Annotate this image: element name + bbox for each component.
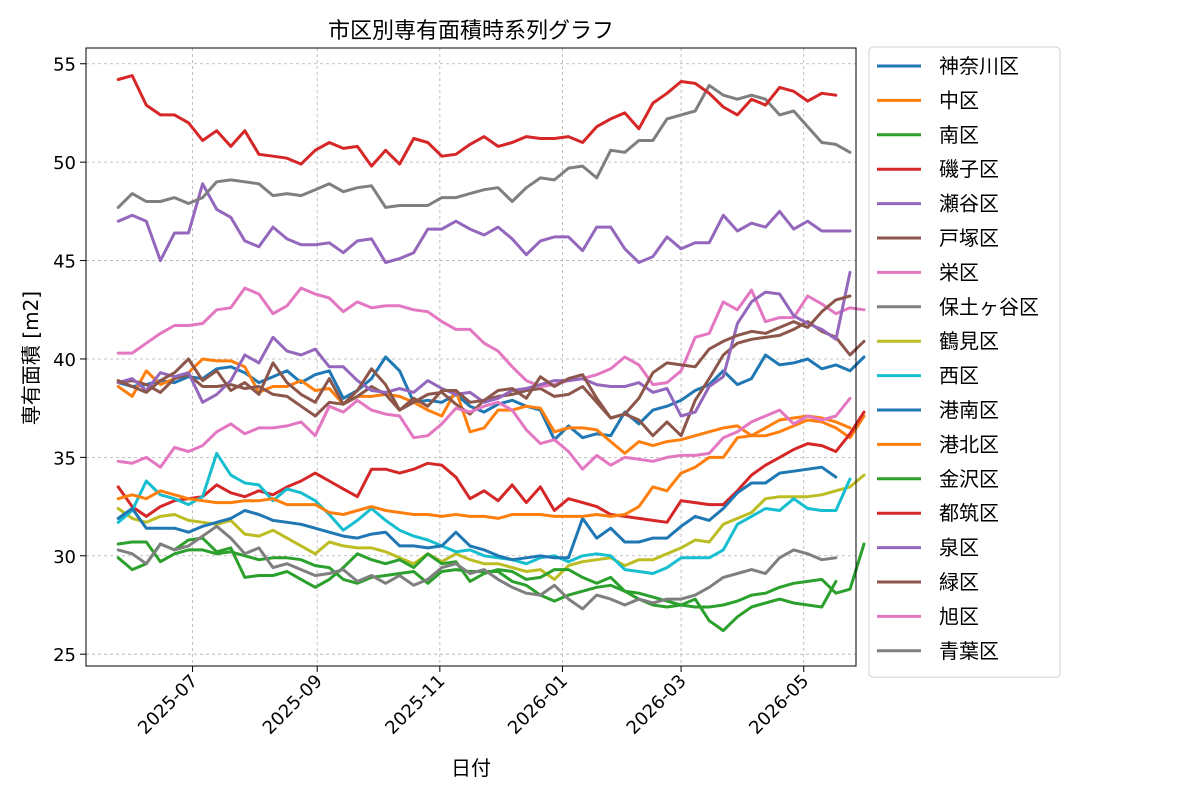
series-line <box>116 83 852 209</box>
legend-label: 旭区 <box>939 604 979 628</box>
x-tick-label: 2026-03 <box>623 671 691 739</box>
y-tick-label: 45 <box>53 252 76 273</box>
legend: 神奈川区中区南区磯子区瀬谷区戸塚区栄区保土ヶ谷区鶴見区西区港南区港北区金沢区都筑… <box>868 46 1061 678</box>
y-axis-label: 専有面積 [m2] <box>19 291 43 425</box>
x-tick-label: 2026-05 <box>745 671 813 739</box>
series-line <box>116 473 866 581</box>
legend-label: 南区 <box>939 123 979 147</box>
series-lines <box>116 74 866 633</box>
legend-label: 港北区 <box>939 432 999 456</box>
legend-label: 都筑区 <box>939 501 999 525</box>
series-line <box>116 353 866 442</box>
series-line <box>116 286 866 388</box>
legend-label: 保土ヶ谷区 <box>939 295 1039 319</box>
legend-label: 港南区 <box>939 398 999 422</box>
series-line <box>116 465 838 562</box>
legend-label: 戸塚区 <box>939 226 999 250</box>
series-line <box>116 524 838 611</box>
y-tick-label: 25 <box>53 645 76 666</box>
series-line <box>116 294 852 420</box>
y-tick-label: 50 <box>53 153 76 174</box>
legend-label: 栄区 <box>939 260 979 284</box>
series-line <box>116 357 866 455</box>
y-tick-label: 40 <box>53 350 76 371</box>
y-tick-label: 55 <box>53 55 76 76</box>
series-line <box>116 536 838 633</box>
x-tick-label: 2025-09 <box>259 671 327 739</box>
series-line <box>116 414 852 520</box>
legend-label: 神奈川区 <box>939 54 1019 78</box>
legend-label: 瀬谷区 <box>939 192 999 216</box>
x-tick-label: 2025-11 <box>381 671 449 739</box>
legend-label: 中区 <box>939 88 979 112</box>
grid <box>86 48 856 666</box>
legend-label: 青葉区 <box>939 639 999 663</box>
plot-frame <box>85 47 857 667</box>
x-tick-label: 2026-01 <box>504 671 572 739</box>
series-line <box>116 396 852 471</box>
series-line <box>116 410 866 524</box>
y-tick-label: 35 <box>53 448 76 469</box>
series-line <box>116 182 852 264</box>
chart-title: 市区別専有面積時系列グラフ <box>328 19 614 44</box>
legend-label: 鶴見区 <box>939 329 999 353</box>
series-line <box>116 74 838 168</box>
series-line <box>116 270 852 418</box>
legend-label: 西区 <box>939 364 979 388</box>
legend-label: 泉区 <box>939 536 979 560</box>
x-axis-label: 日付 <box>451 756 491 780</box>
series-line <box>116 451 852 575</box>
series-line <box>116 320 866 438</box>
x-tick-label: 2025-07 <box>134 671 202 739</box>
legend-label: 緑区 <box>939 570 979 594</box>
y-tick-label: 30 <box>53 547 76 568</box>
legend-label: 磯子区 <box>939 157 999 181</box>
legend-label: 金沢区 <box>939 467 999 491</box>
